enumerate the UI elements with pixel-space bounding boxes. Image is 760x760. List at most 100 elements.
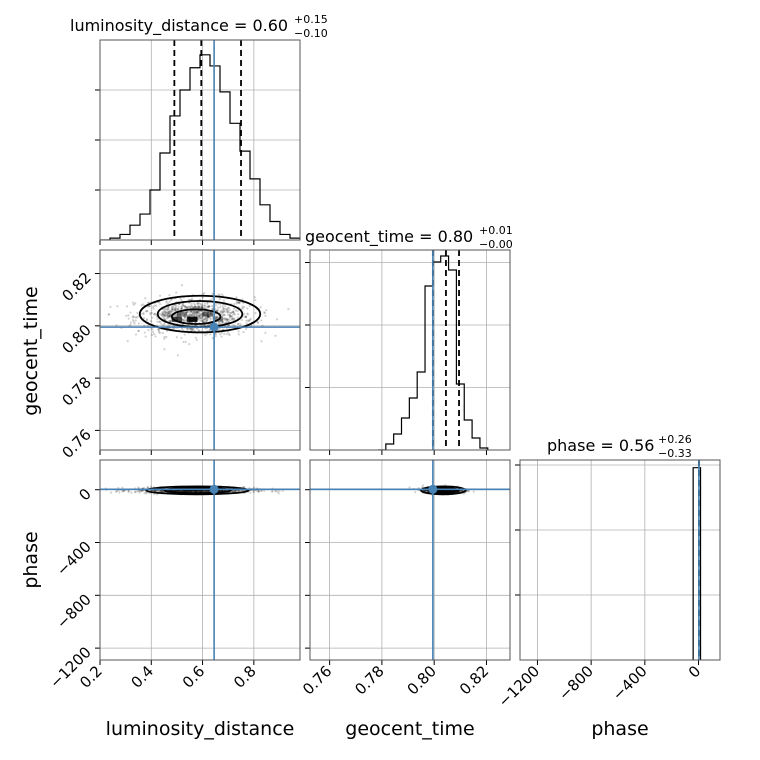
scatter-point [222, 311, 225, 314]
scatter-point [196, 302, 199, 305]
scatter-point [203, 304, 206, 307]
scatter-point [133, 490, 137, 494]
scatter-point [198, 489, 201, 492]
scatter-point [132, 315, 135, 318]
scatter-point [228, 315, 232, 318]
p2d-2-xtick-label: 0.78 [351, 662, 387, 698]
scatter-point [287, 307, 290, 311]
scatter-point [257, 489, 261, 493]
scatter-point [169, 298, 173, 302]
p2d-1-xtick-label: 0.4 [128, 662, 158, 692]
scatter-point [192, 309, 195, 313]
scatter-point [221, 313, 224, 316]
scatter-point [233, 307, 236, 310]
scatter-point [174, 307, 177, 310]
scatter-point [148, 305, 151, 308]
scatter-point [197, 306, 201, 309]
scatter-point [142, 311, 145, 315]
scatter-point [138, 491, 141, 494]
scatter-point [204, 317, 207, 320]
scatter-point [139, 489, 142, 493]
scatter-point [243, 305, 246, 308]
scatter-point [180, 306, 184, 309]
scatter-point [231, 490, 234, 493]
scatter-point [182, 312, 185, 315]
scatter-point [205, 305, 208, 308]
scatter-point [199, 303, 203, 306]
scatter-point [189, 327, 192, 331]
scatter-point [249, 491, 252, 494]
scatter-point [184, 319, 187, 322]
scatter-point [228, 308, 231, 312]
p2d-2-xtick-label: 0.82 [456, 662, 492, 698]
scatter-point [140, 304, 143, 307]
scatter-point [193, 305, 196, 308]
contour-level [420, 485, 467, 496]
scatter-point [136, 311, 139, 315]
scatter-point [184, 313, 188, 316]
scatter-point [162, 314, 166, 317]
scatter-point [196, 327, 199, 330]
scatter-point [190, 314, 194, 317]
scatter-point [196, 310, 199, 313]
scatter-point [277, 492, 280, 495]
scatter-point [157, 489, 160, 492]
scatter-point [207, 489, 210, 493]
scatter-point [194, 336, 197, 339]
scatter-point [244, 316, 247, 319]
scatter-point [153, 332, 156, 336]
scatter-point [145, 492, 148, 495]
scatter-point [183, 315, 186, 318]
scatter-point [159, 331, 162, 334]
scatter-point [230, 318, 234, 321]
scatter-point [261, 324, 264, 327]
scatter-point [142, 313, 145, 316]
scatter-point [171, 309, 174, 312]
scatter-point [174, 305, 178, 308]
scatter-point [424, 489, 427, 493]
scatter-point [219, 322, 222, 325]
scatter-point [118, 491, 121, 494]
scatter-point [199, 312, 202, 316]
scatter-point [170, 307, 174, 311]
scatter-point [129, 311, 132, 314]
scatter-point [176, 354, 179, 357]
scatter-point [191, 328, 194, 331]
scatter-point [228, 313, 231, 316]
scatter-point [259, 305, 262, 309]
scatter-point [170, 309, 173, 312]
scatter-point [163, 348, 166, 351]
scatter-point [448, 489, 451, 492]
scatter-point [233, 312, 236, 315]
scatter-point [173, 308, 176, 311]
scatter-point [169, 319, 173, 322]
scatter-point [180, 305, 183, 308]
scatter-point [246, 312, 249, 315]
scatter-point [222, 321, 225, 324]
title-upper-geocent-time: +0.01 [479, 224, 513, 237]
scatter-point [188, 342, 191, 346]
scatter-point [188, 314, 192, 318]
scatter-point [198, 490, 201, 493]
scatter-point [202, 490, 206, 493]
p2d-1-ytick-label: 0 [75, 485, 94, 504]
scatter-point [146, 309, 149, 313]
scatter-point [219, 306, 222, 309]
scatter-point [197, 489, 200, 493]
scatter-point [199, 489, 202, 492]
scatter-point [222, 314, 225, 317]
scatter-point [168, 319, 171, 322]
scatter-point [198, 314, 201, 317]
scatter-point [198, 329, 201, 332]
scatter-point [182, 340, 185, 344]
scatter-point [229, 314, 233, 317]
scatter-point [194, 312, 197, 315]
scatter-point [192, 327, 195, 330]
scatter-point [160, 489, 163, 492]
title-luminosity-distance: luminosity_distance = 0.60 +0.15 −0.10 [70, 13, 328, 40]
scatter-point [207, 305, 210, 308]
contour-level [138, 294, 262, 334]
scatter-point [170, 306, 173, 309]
scatter-point [138, 489, 141, 493]
